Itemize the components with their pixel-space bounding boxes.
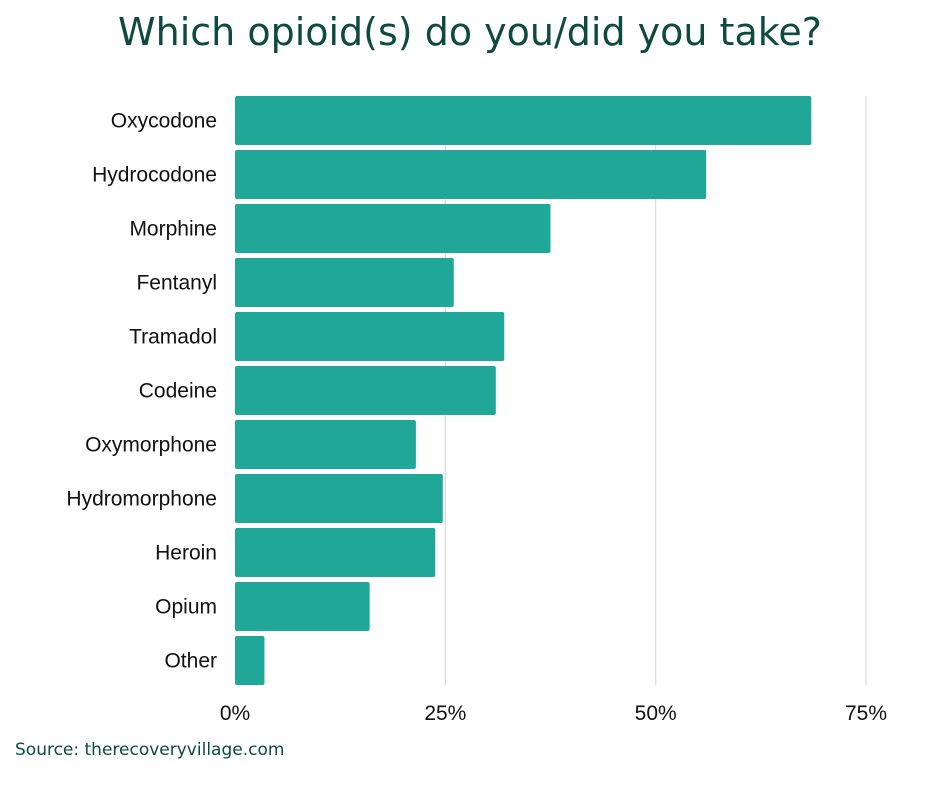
bar-tramadol — [235, 312, 505, 361]
bar-oxymorphone — [235, 420, 416, 469]
bar-morphine — [235, 204, 551, 253]
bar-codeine — [235, 366, 496, 415]
category-label: Hydrocodone — [92, 164, 217, 187]
bar-other — [235, 636, 265, 685]
bar-fentanyl — [235, 258, 454, 307]
category-label: Heroin — [155, 542, 217, 565]
category-label: Other — [164, 650, 217, 673]
category-label: Oxycodone — [111, 110, 217, 133]
source-note: Source: therecoveryvillage.com — [15, 740, 285, 760]
category-label: Morphine — [129, 218, 217, 241]
category-label: Hydromorphone — [66, 488, 217, 511]
category-label: Opium — [155, 596, 217, 619]
category-labels: Oxycodone Hydrocodone Morphine Fentanyl Tram… — [66, 110, 217, 673]
category-label: Fentanyl — [136, 272, 217, 295]
x-tick-label: 75% — [845, 702, 887, 725]
category-label: Oxymorphone — [85, 434, 217, 457]
bar-hydromorphone — [235, 474, 443, 523]
bar-oxycodone — [235, 96, 812, 145]
chart-title: Which opioid(s) do you/did you take? — [118, 10, 822, 54]
x-tick-label: 0% — [220, 702, 250, 725]
bar-opium — [235, 582, 370, 631]
bars — [235, 96, 812, 685]
bar-heroin — [235, 528, 436, 577]
x-tick-label: 25% — [424, 702, 466, 725]
category-label: Tramadol — [129, 326, 217, 349]
bar-hydrocodone — [235, 150, 707, 199]
x-tick-label: 50% — [635, 702, 677, 725]
category-label: Codeine — [139, 380, 217, 403]
x-tick-labels: 0% 25% 50% 75% — [220, 702, 887, 725]
